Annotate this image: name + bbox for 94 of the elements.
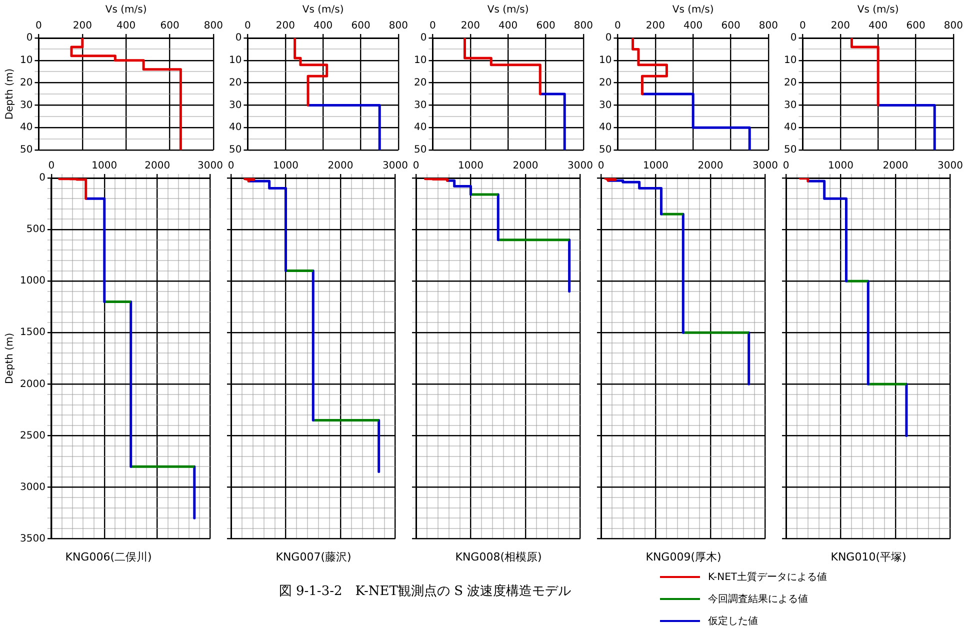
x-tick-label: 1000 (92, 160, 118, 172)
y-tick-label: 30 (414, 100, 427, 111)
y-tick-label: 50 (414, 144, 427, 156)
x-tick-label: 3000 (752, 160, 778, 172)
x-tick-label: 400 (684, 20, 703, 32)
legend-label: 今回調査結果による値 (708, 592, 808, 606)
y-tick-label: 20 (228, 77, 242, 88)
x-tick-label: 2000 (328, 160, 354, 172)
x-tick-label: 600 (160, 20, 180, 32)
y-tick-label: 3500 (20, 533, 46, 544)
x-tick-label: 600 (536, 20, 556, 32)
y-tick-label: 30 (20, 100, 33, 111)
y-tick-label: 50 (598, 144, 612, 156)
x-tick-label: 0 (244, 20, 251, 32)
y-tick-label: 0 (790, 32, 797, 44)
y-tick-label: 10 (598, 54, 612, 66)
y-tick-label: 3000 (20, 482, 46, 493)
y-tick-label: 20 (414, 77, 427, 88)
x-tick-label: 2000 (882, 160, 908, 172)
x-tick-label: 800 (388, 20, 408, 32)
x-axis-title: Vs (m/s) (857, 4, 899, 16)
y-axis-title: Depth (m) (4, 332, 16, 384)
x-tick-label: 400 (314, 20, 333, 32)
y-tick-label: 30 (598, 100, 612, 111)
y-tick-label: 500 (26, 224, 46, 236)
x-tick-label: 0 (48, 160, 55, 172)
x-axis-title: Vs (m/s) (672, 4, 714, 16)
y-tick-label: 20 (784, 77, 797, 88)
x-tick-label: 600 (906, 20, 926, 32)
y-tick-label: 50 (20, 144, 33, 156)
y-tick-label: 1000 (20, 276, 46, 287)
y-tick-label: 10 (20, 54, 33, 66)
x-tick-label: 1000 (828, 160, 854, 172)
x-axis-title: Vs (m/s) (105, 4, 147, 16)
x-tick-label: 2000 (512, 160, 538, 172)
x-axis-title: Vs (m/s) (487, 4, 529, 16)
text: KNG010(平塚) (830, 550, 906, 564)
y-tick-label: 40 (414, 122, 427, 134)
x-tick-label: 800 (574, 20, 594, 32)
x-tick-label: 800 (944, 20, 964, 32)
text: KNG006(二俣川) (65, 550, 152, 564)
y-tick-label: 10 (228, 54, 242, 66)
x-tick-label: 3000 (938, 160, 963, 172)
x-tick-label: 1000 (643, 160, 668, 172)
x-tick-label: 1000 (458, 160, 484, 172)
x-tick-label: 400 (868, 20, 888, 32)
y-tick-label: 50 (784, 144, 797, 156)
x-tick-label: 0 (614, 20, 621, 32)
y-tick-label: 20 (598, 77, 612, 88)
x-tick-label: 2000 (698, 160, 724, 172)
x-tick-label: 0 (430, 20, 436, 32)
legend-label: K-NET土質データによる値 (708, 570, 828, 584)
y-tick-label: 10 (414, 54, 427, 66)
text: KNG009(厚木) (646, 550, 722, 564)
y-tick-label: 0 (420, 32, 427, 44)
y-tick-label: 0 (235, 32, 242, 44)
y-tick-label: 50 (228, 144, 242, 156)
y-tick-label: 0 (605, 32, 612, 44)
y-tick-label: 0 (26, 32, 33, 44)
y-tick-label: 2000 (20, 378, 46, 390)
x-tick-label: 2000 (144, 160, 170, 172)
y-tick-label: 40 (784, 122, 797, 134)
y-tick-label: 2500 (20, 430, 46, 442)
x-tick-label: 200 (646, 20, 665, 32)
x-tick-label: 400 (498, 20, 518, 32)
legend-label: 仮定した値 (708, 614, 758, 628)
y-tick-label: 10 (784, 54, 797, 66)
y-tick-label: 20 (20, 77, 33, 88)
x-tick-label: 400 (116, 20, 136, 32)
text: KNG008(相模原) (455, 550, 542, 564)
y-tick-label: 0 (39, 172, 46, 184)
x-axis-title: Vs (m/s) (302, 4, 344, 16)
x-tick-label: 3000 (568, 160, 593, 172)
x-tick-label: 200 (460, 20, 480, 32)
y-axis-title: Depth (m) (4, 68, 16, 120)
x-tick-label: 1000 (273, 160, 298, 172)
x-tick-label: 0 (800, 20, 806, 32)
y-tick-label: 1500 (20, 327, 46, 338)
x-tick-label: 200 (830, 20, 850, 32)
y-tick-label: 30 (784, 100, 797, 111)
y-tick-label: 30 (228, 100, 242, 111)
x-tick-label: 3000 (382, 160, 408, 172)
text: KNG007(藤沢) (276, 550, 352, 564)
x-tick-label: 200 (72, 20, 92, 32)
x-tick-label: 200 (276, 20, 295, 32)
y-tick-label: 40 (598, 122, 612, 134)
x-tick-label: 800 (204, 20, 224, 32)
y-tick-label: 40 (20, 122, 33, 134)
caption: 図 9-1-3-2 K-NET観測点の S 波速度構造モデル (278, 583, 572, 600)
y-tick-label: 40 (228, 122, 242, 134)
x-tick-label: 3000 (198, 160, 223, 172)
x-tick-label: 600 (721, 20, 740, 32)
x-tick-label: 800 (758, 20, 778, 32)
x-tick-label: 600 (351, 20, 370, 32)
